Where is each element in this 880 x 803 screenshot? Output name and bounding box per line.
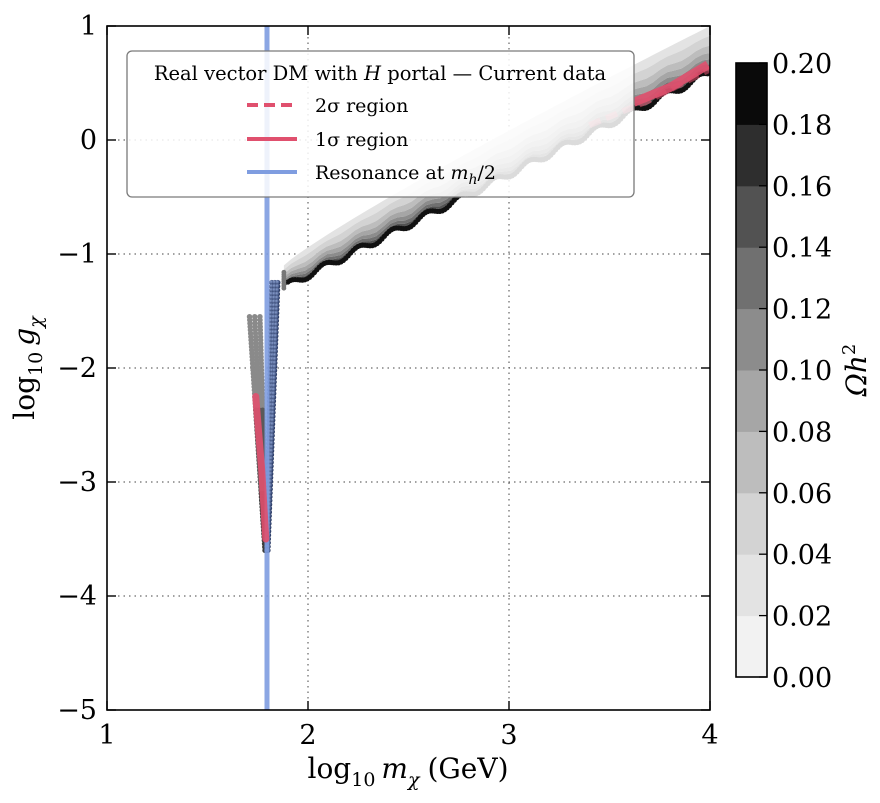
colorbar-tick-label: 0.00: [772, 663, 832, 694]
x-axis-label: log10 mχ (GeV): [307, 752, 508, 791]
legend-title: Real vector DM with H portal — Current d…: [154, 62, 607, 85]
colorbar-level: [736, 554, 767, 617]
one-sigma-region: [252, 393, 270, 543]
scan-point: [272, 356, 278, 362]
scan-point: [271, 387, 277, 393]
scan-point: [275, 283, 281, 289]
scan-point: [274, 306, 280, 312]
colorbar-ticks: 0.00 0.02 0.04 0.06 0.08 0.10 0.12 0.14 0.16 0.18…: [759, 49, 832, 694]
colorbar-label: Ωh2: [839, 344, 873, 398]
y-tick-label: −4: [57, 581, 97, 612]
scan-point: [275, 279, 281, 286]
y-tick-label: −5: [57, 695, 97, 726]
scan-point: [272, 364, 278, 370]
scan-point: [274, 287, 281, 293]
scan-point: [270, 406, 276, 412]
colorbar-level: [736, 615, 767, 678]
legend-box: [126, 50, 635, 198]
scan-point: [274, 291, 281, 297]
scan-point: [274, 295, 280, 301]
scan-point: [281, 269, 287, 275]
colorbar-tick-label: 0.16: [772, 172, 832, 203]
scan-point: [273, 321, 279, 328]
x-ticks: 1 2 3 4: [98, 26, 719, 751]
y-axis-label: log10gχ: [8, 315, 47, 420]
scan-point: [274, 302, 280, 309]
x-tick-label: 2: [299, 720, 316, 751]
colorbar-tick-label: 0.14: [772, 233, 832, 264]
colorbar-tick-label: 0.18: [772, 110, 832, 141]
colorbar-tick-label: 0.10: [772, 356, 832, 387]
colorbar-level: [736, 308, 767, 371]
y-ticks: 1 0 −1 −2 −3 −4 −5: [57, 11, 710, 726]
colorbar-level: [736, 431, 767, 494]
legend: Real vector DM with H portal — Current d…: [126, 50, 635, 198]
scan-point: [274, 310, 280, 316]
colorbar-tick-label: 0.06: [772, 479, 832, 510]
colorbar-level: [736, 492, 767, 555]
x-tick-label: 1: [98, 720, 115, 751]
scan-point: [270, 398, 277, 404]
colorbar-level: [736, 370, 767, 432]
scan-point: [271, 379, 277, 385]
scan-point: [273, 337, 279, 343]
colorbar-tick-label: 0.08: [772, 417, 832, 448]
colorbar-level: [736, 124, 767, 187]
y-tick-label: 0: [80, 125, 97, 156]
x-tick-label: 3: [500, 720, 517, 751]
scan-point: [271, 394, 277, 400]
scan-point: [270, 413, 276, 420]
scan-point: [271, 383, 277, 389]
scan-point: [271, 390, 277, 397]
two-sigma-region-core: [631, 60, 710, 107]
colorbar-tick-label: 0.20: [772, 49, 832, 80]
legend-1sigma-label: 1σ region: [315, 129, 408, 151]
x-tick-label: 4: [701, 720, 718, 751]
colorbar-level: [736, 63, 767, 125]
colorbar-tick-label: 0.04: [772, 540, 832, 571]
scan-point: [270, 410, 276, 416]
colorbar-level: [736, 247, 767, 310]
scan-point: [273, 318, 280, 324]
colorbar: 0.00 0.02 0.04 0.06 0.08 0.10 0.12 0.14 0.16 0.18…: [735, 49, 873, 694]
scan-point: [272, 360, 278, 366]
legend-resonance-label: Resonance at mh/2: [315, 162, 496, 188]
colorbar-tick-label: 0.02: [772, 602, 832, 633]
scan-point: [271, 371, 278, 377]
y-tick-label: −3: [57, 467, 97, 498]
scan-point: [272, 344, 279, 351]
scan-point: [272, 341, 279, 347]
scan-point: [273, 325, 279, 332]
scan-point: [274, 299, 280, 305]
scan-point: [273, 329, 279, 335]
scan-point: [270, 402, 276, 408]
scan-point: [272, 348, 278, 354]
scan-point: [272, 352, 278, 358]
scan-point: [273, 333, 279, 339]
colorbar-tick-label: 0.12: [772, 295, 832, 326]
scan-point: [272, 367, 278, 374]
scan-point: [273, 314, 280, 320]
y-tick-label: −2: [57, 353, 97, 384]
y-tick-label: 1: [80, 11, 97, 42]
colorbar-level: [736, 185, 767, 248]
colorbar-levels: [736, 63, 767, 678]
y-tick-label: −1: [57, 239, 97, 270]
legend-2sigma-label: 2σ region: [315, 95, 408, 117]
scan-point: [271, 375, 277, 381]
